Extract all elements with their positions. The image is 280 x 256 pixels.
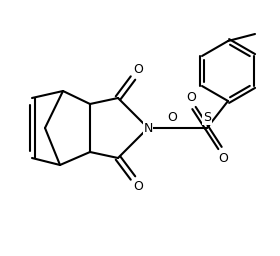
Text: O: O	[133, 180, 143, 193]
Text: O: O	[218, 152, 228, 165]
Text: S: S	[203, 111, 211, 124]
Text: O: O	[186, 91, 196, 104]
Text: O: O	[167, 111, 177, 124]
Text: O: O	[133, 63, 143, 76]
Text: N: N	[143, 122, 153, 134]
